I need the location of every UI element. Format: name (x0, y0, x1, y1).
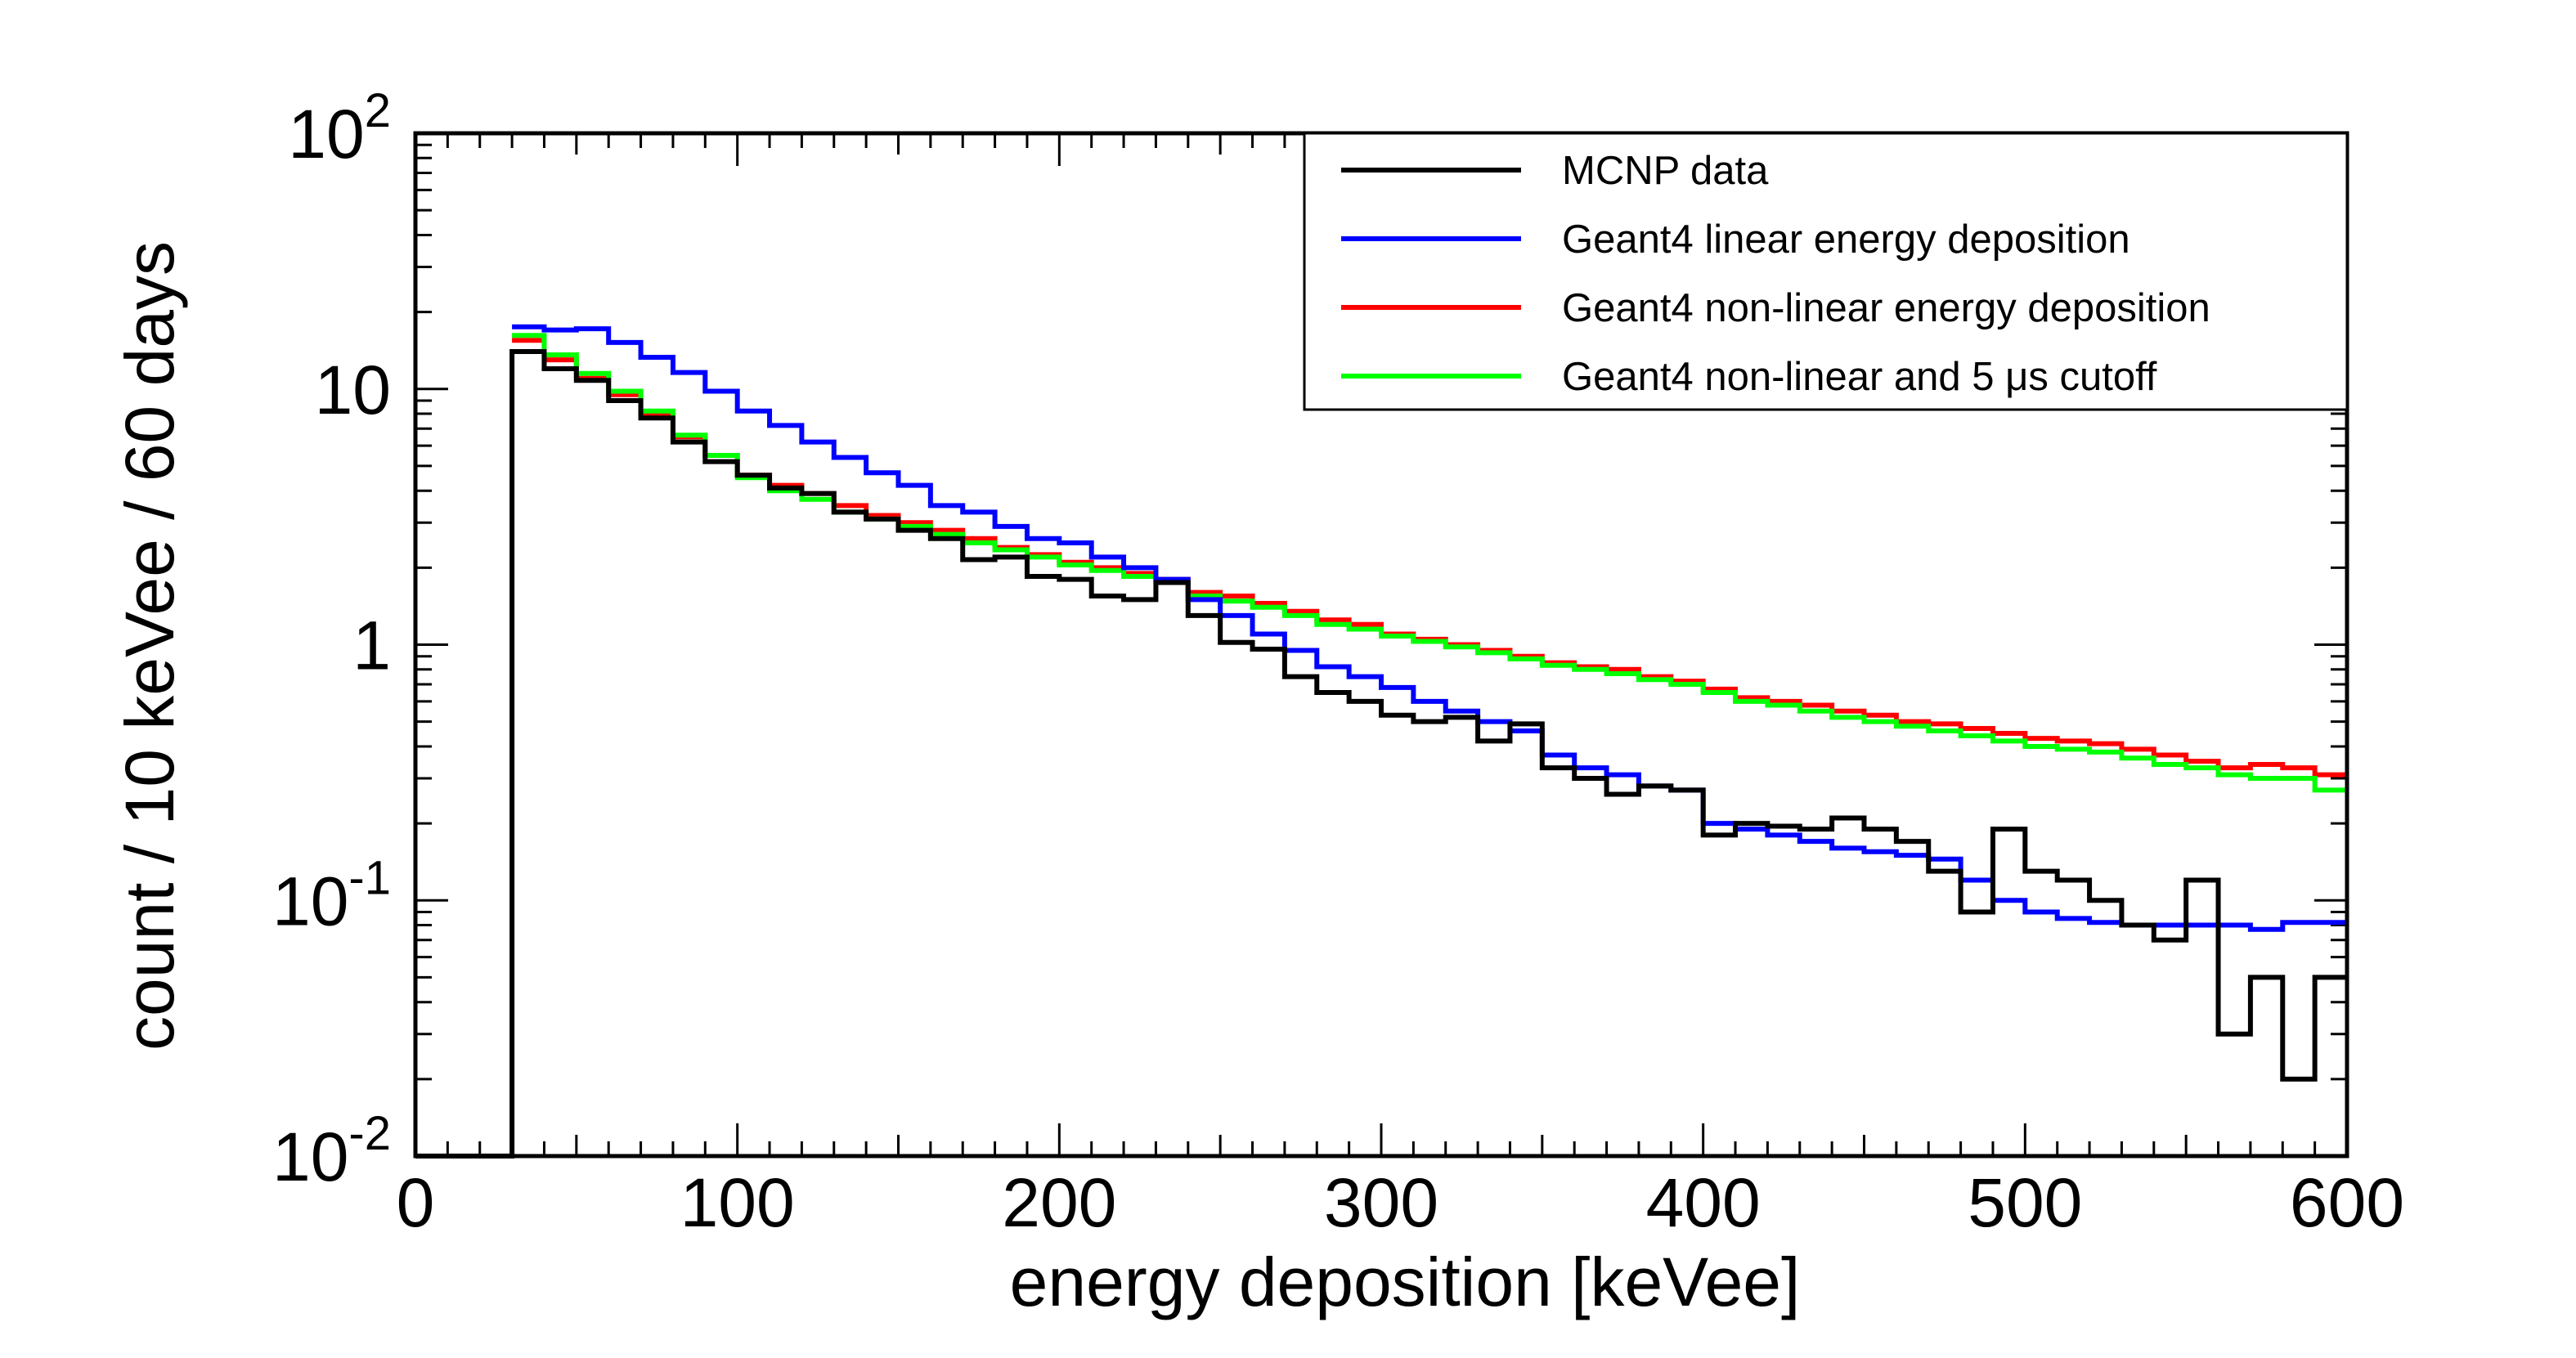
legend-label: Geant4 non-linear and 5 μs cutoff (1562, 355, 2157, 399)
legend: MCNP data Geant4 linear energy deposition… (1303, 132, 2349, 411)
y-tick-label: 102 (288, 84, 391, 173)
y-tick-base: 1 (352, 607, 391, 684)
legend-entries: MCNP data Geant4 linear energy deposition… (1341, 149, 2210, 399)
y-tick-label: 10-2 (272, 1107, 391, 1195)
y-tick-base: 10 (272, 1118, 348, 1195)
y-tick-exponent: 2 (365, 84, 391, 137)
y-axis-title: count / 10 keVee / 60 days (111, 241, 188, 1051)
x-tick-label: 300 (1324, 1164, 1438, 1241)
y-tick-base: 10 (315, 352, 391, 428)
legend-label: Geant4 non-linear energy deposition (1562, 286, 2210, 330)
y-tick-base: 10 (272, 863, 348, 939)
series-line-3 (512, 333, 2347, 793)
x-tick-label: 400 (1646, 1164, 1761, 1241)
y-tick-exponent: -2 (348, 1107, 391, 1160)
series-line-1 (512, 324, 2347, 932)
legend-box (1303, 132, 2349, 411)
y-tick-exponent: -1 (348, 851, 391, 904)
legend-label: MCNP data (1562, 149, 1769, 193)
y-tick-base: 10 (288, 96, 364, 173)
x-axis-title: energy deposition [keVee] (1010, 1244, 1801, 1320)
y-tick-label: 1 (352, 607, 391, 684)
x-tick-label: 500 (1968, 1164, 2082, 1241)
x-tick-label: 0 (397, 1164, 435, 1241)
x-tick-label: 200 (1002, 1164, 1116, 1241)
legend-label: Geant4 linear energy deposition (1562, 217, 2130, 262)
y-tick-label: 10 (315, 352, 391, 428)
series-layer (415, 324, 2347, 1159)
x-tick-label: 100 (680, 1164, 795, 1241)
x-tick-labels: 0 100 200 300 400 500 600 (397, 1164, 2404, 1241)
x-tick-label: 600 (2290, 1164, 2404, 1241)
series-line-0 (415, 349, 2347, 1159)
y-tick-label: 10-1 (272, 851, 391, 939)
